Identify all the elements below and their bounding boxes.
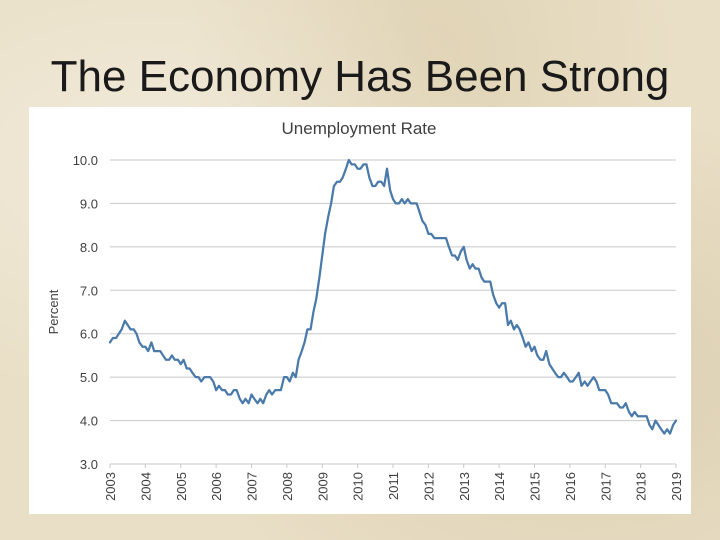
x-tick-label: 2012 [421,472,436,501]
chart-title: Unemployment Rate [282,119,437,138]
chart-panel: Unemployment Rate Percent 3.0 4.0 5.0 6.0 7.… [29,107,691,514]
x-tick-label: 2017 [598,472,613,501]
x-tick-label: 2019 [669,472,684,501]
x-tick-label: 2018 [634,472,649,501]
y-tick-label: 10.0 [73,153,98,168]
x-tick-labels: 2003 2004 2005 2006 2007 2008 2009 2010 2011 2012… [103,472,684,501]
y-tick-label: 8.0 [80,240,98,255]
y-tick-label: 9.0 [80,196,98,211]
gridlines [109,159,677,468]
y-tick-label: 4.0 [80,414,98,429]
slide-title: The Economy Has Been Strong [50,52,670,101]
x-tick-label: 2008 [280,472,295,501]
x-tick-label: 2010 [351,472,366,501]
x-tick-label: 2009 [315,472,330,501]
series-layer [108,158,678,435]
unemployment-rate-series-line [108,158,678,435]
x-tick-label: 2007 [245,472,260,501]
x-tick-label: 2013 [457,472,472,501]
y-tick-label: 3.0 [80,457,98,472]
x-tick-label: 2005 [174,472,189,501]
unemployment-line-chart: Unemployment Rate Percent 3.0 4.0 5.0 6.0 7.… [46,119,684,501]
y-tick-label: 5.0 [80,370,98,385]
x-tick-label: 2004 [138,472,153,501]
x-tick-label: 2014 [492,472,507,501]
x-tick-label: 2003 [103,472,118,501]
y-axis-label: Percent [46,289,61,334]
y-tick-labels: 3.0 4.0 5.0 6.0 7.0 8.0 9.0 10.0 [73,153,98,472]
x-tick-label: 2016 [563,472,578,501]
x-tick-label: 2015 [528,472,543,501]
y-tick-label: 6.0 [80,327,98,342]
y-tick-label: 7.0 [80,283,98,298]
x-tick-label: 2006 [209,472,224,501]
x-tick-label: 2011 [386,472,401,500]
